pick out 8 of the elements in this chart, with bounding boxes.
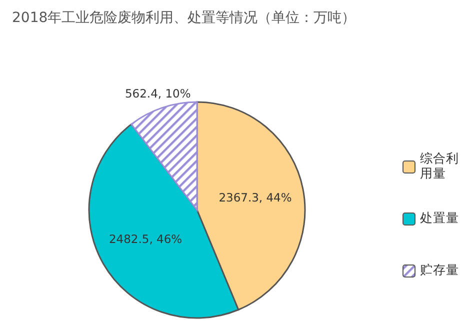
- pie-slice: [130, 101, 198, 211]
- legend-label: 综合利用量: [420, 150, 459, 181]
- data-label: 2482.5, 46%: [108, 232, 182, 246]
- legend-label: 贮存量: [420, 262, 459, 278]
- data-label: 2367.3, 44%: [218, 190, 292, 205]
- chart-title: 2018年工业危险废物利用、处置等情况（单位：万吨）: [12, 10, 356, 26]
- data-label: 562.4, 10%: [124, 86, 191, 101]
- legend-label: 处置量: [420, 210, 459, 226]
